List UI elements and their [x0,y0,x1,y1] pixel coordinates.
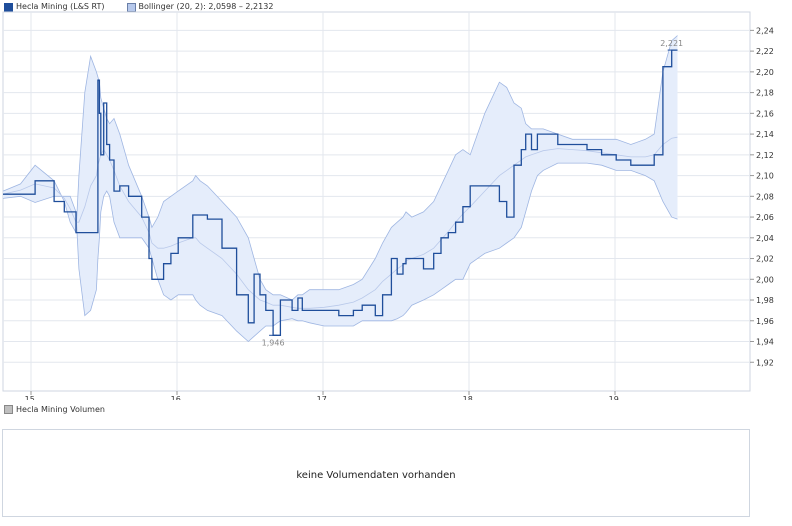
volume-swatch-icon [4,405,13,414]
legend-item-bollinger[interactable]: Bollinger (20, 2): 2,0598 – 2,2132 [126,1,274,13]
price-line [3,49,678,336]
y-tick-label: 2,24 [756,26,774,35]
bollinger-swatch-icon [126,2,136,12]
x-tick-label: 17. [317,395,330,400]
y-tick-label: 2,08 [756,192,774,201]
x-tick-label: 15. [25,395,38,400]
legend-item-price[interactable]: Hecla Mining (L&S RT) [4,1,105,13]
volume-legend-label: Hecla Mining Volumen [16,405,105,414]
extreme-value-label: 2,221 [660,39,683,48]
y-tick-label: 2,18 [756,89,774,98]
y-axis: 2,24 2,22 2,20 2,18 2,16 2,14 2,12 2,10 2,08 2,06… [750,26,774,367]
legend-price-label: Hecla Mining (L&S RT) [16,2,105,11]
extreme-value-label: 1,946 [262,338,285,347]
bollinger-upper-line [2,35,678,301]
y-tick-label: 1,94 [756,338,774,347]
y-tick-label: 2,14 [756,130,774,139]
y-tick-label: 1,98 [756,296,774,305]
y-tick-label: 2,02 [756,255,774,264]
chart-legend: Hecla Mining (L&S RT) Bollinger (20, 2):… [4,1,273,13]
price-swatch-icon [4,2,13,12]
y-tick-label: 2,00 [756,275,774,284]
y-tick-label: 1,96 [756,317,774,326]
x-axis: 15. 16. 17. 18. 19. [25,391,622,400]
y-tick-label: 2,10 [756,172,774,181]
volume-panel: keine Volumendaten vorhanden [2,429,750,517]
y-tick-label: 2,20 [756,68,774,77]
x-tick-label: 18. [463,395,476,400]
y-tick-label: 2,12 [756,151,774,160]
y-tick-label: 1,92 [756,358,774,367]
annotations: 2,221 1,946 [262,39,683,347]
price-chart: 2,24 2,22 2,20 2,18 2,16 2,14 2,12 2,10 2,08 2,06… [2,11,774,400]
bollinger-band-fill [3,35,678,342]
bollinger-lower-line [2,162,678,343]
y-tick-label: 2,06 [756,213,774,222]
legend-bollinger-label: Bollinger (20, 2): 2,0598 – 2,2132 [138,2,274,11]
y-tick-label: 2,04 [756,234,774,243]
volume-empty-message: keine Volumendaten vorhanden [296,470,456,481]
x-tick-label: 19. [609,395,622,400]
y-tick-label: 2,16 [756,109,774,118]
y-tick-label: 2,22 [756,47,774,56]
volume-legend: Hecla Mining Volumen [4,405,105,414]
price-series [3,49,678,336]
x-tick-label: 16. [171,395,184,400]
